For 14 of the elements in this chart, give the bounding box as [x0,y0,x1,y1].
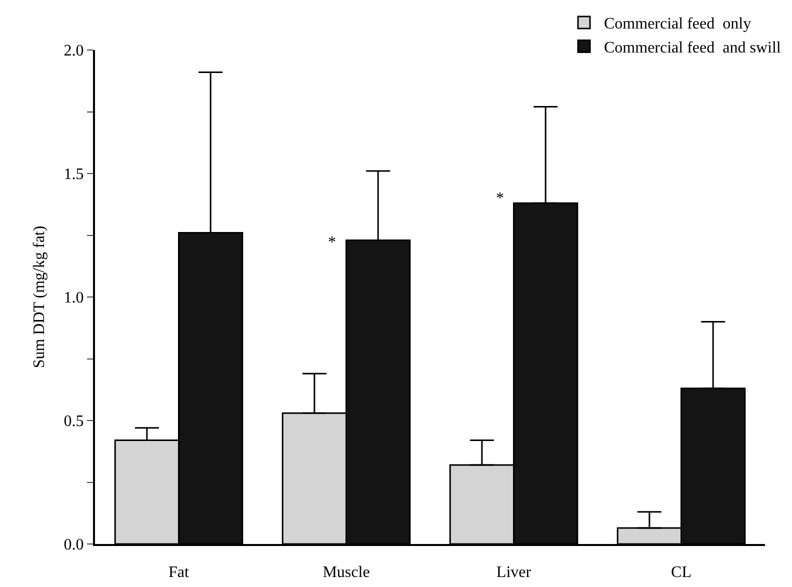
x-tick-label: Fat [168,564,190,582]
legend-label: Commercial feed only [604,16,752,33]
y-tick-label: 1.0 [64,290,84,307]
x-tick-label: Liver [496,564,532,582]
legend-label: Commercial feed and swill [604,39,782,56]
y-tick-label: 0.5 [64,413,84,430]
annotation: * [496,190,504,207]
x-tick-label: Muscle [322,564,370,582]
y-axis-title: Sum DDT (mg/kg fat) [31,226,48,368]
annotation: * [328,234,336,251]
y-tick-label: 2.0 [64,42,84,60]
y-tick-label: 0.0 [64,536,84,554]
y-tick-label: 1.5 [64,166,84,184]
x-tick-label: CL [671,564,692,582]
